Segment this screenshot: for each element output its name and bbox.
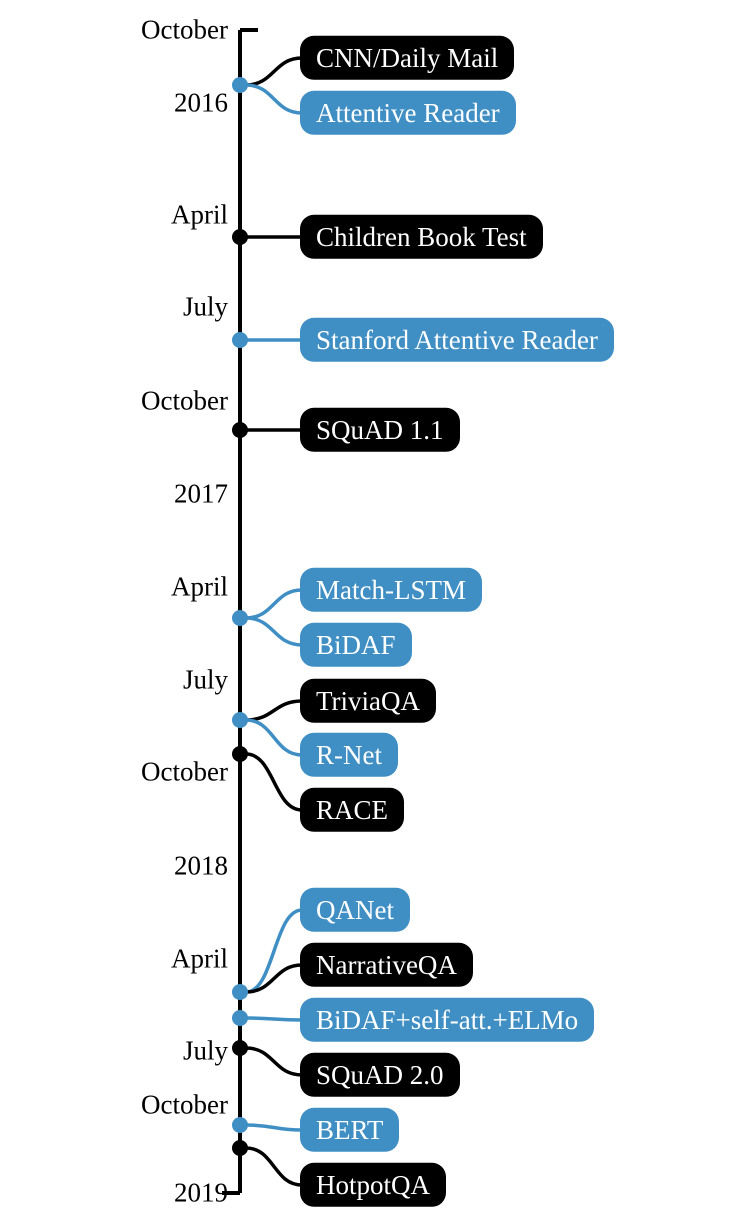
timeline-dot [232,610,248,626]
dataset-pill: SQuAD 1.1 [300,408,460,452]
model-pill: R-Net [300,733,398,777]
dataset-pill: CNN/Daily Mail [300,36,514,80]
connector-path [246,1018,302,1020]
timeline-dot [232,332,248,348]
model-pill: Attentive Reader [300,91,516,135]
timeline-dot [232,712,248,728]
model-pill: BiDAF [300,623,412,667]
timeline-dot [232,422,248,438]
connector-path [246,618,302,645]
dataset-pill: SQuAD 2.0 [300,1053,460,1097]
connector-path [246,590,302,618]
connector-path [246,85,302,113]
connector-path [246,1048,302,1075]
model-pill: BERT [300,1108,399,1152]
dataset-pill: HotpotQA [300,1163,446,1207]
timeline-dot [232,746,248,762]
model-pill: BiDAF+self-att.+ELMo [300,998,594,1042]
timeline-dot [232,1140,248,1156]
dataset-pill: TriviaQA [300,679,436,723]
model-pill: Match-LSTM [300,568,482,612]
dataset-pill: NarrativeQA [300,943,473,987]
connector-path [246,1125,302,1130]
model-pill: QANet [300,888,410,932]
connector-path [246,58,302,85]
timeline-dot [232,984,248,1000]
model-pill: Stanford Attentive Reader [300,318,614,362]
timeline-dot [232,77,248,93]
timeline-dot [232,1117,248,1133]
timeline-dot [232,229,248,245]
dataset-pill: Children Book Test [300,215,543,259]
connector-path [246,701,302,720]
dataset-pill: RACE [300,788,404,832]
timeline-dot [232,1040,248,1056]
timeline-dot [232,1010,248,1026]
timeline-diagram: October2016AprilJulyOctober2017AprilJuly… [0,0,736,1220]
connector-path [246,1148,302,1185]
connector-path [246,720,302,755]
connector-path [246,754,302,810]
